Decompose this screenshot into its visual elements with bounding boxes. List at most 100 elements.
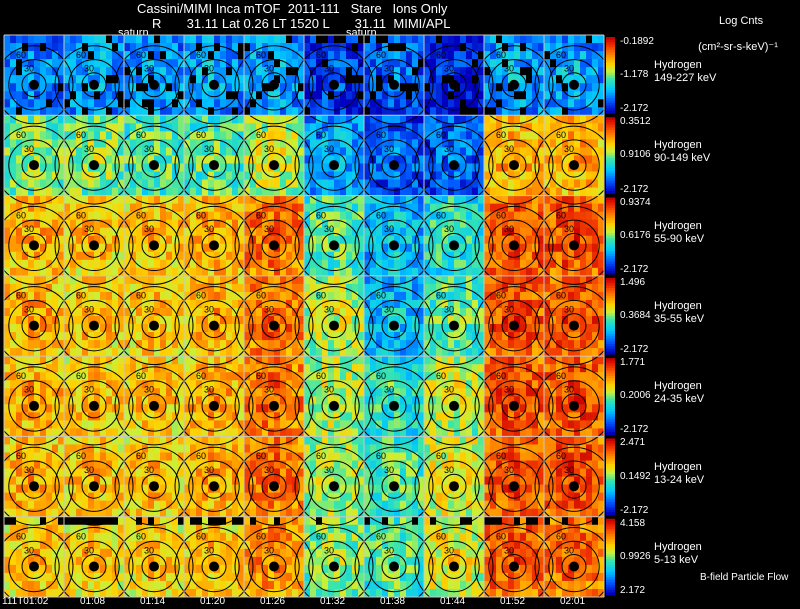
colorbar-tick-label: 0.6176 (620, 229, 651, 241)
colorbar-tick-label: 0.9374 (620, 196, 651, 208)
contour-label: 30 (204, 64, 214, 74)
contour-label: 60 (196, 371, 206, 381)
panel-cell (304, 516, 365, 598)
colorbar-tick-label: -1.178 (620, 69, 649, 81)
colorbar-tick-label: -2.172 (620, 263, 649, 275)
contour-label: 30 (324, 465, 334, 475)
contour-label: 30 (444, 304, 454, 314)
contour-label: 30 (384, 224, 394, 234)
colorbar-tick-label: 1.496 (620, 276, 646, 288)
chart-title: Cassini/MIMI Inca mTOF 2011-111 Stare Io… (137, 1, 448, 16)
panel-cell (364, 275, 425, 357)
colorbar-tick-label: -2.172 (620, 344, 649, 356)
time-tick-label: 01:20 (200, 596, 226, 607)
panel-cell (184, 35, 245, 116)
row-energy-range: 13-24 keV (654, 473, 705, 486)
contour-label: 60 (76, 291, 86, 301)
contour-label: 60 (136, 210, 146, 220)
panel-cell (64, 275, 125, 357)
contour-label: 30 (444, 64, 454, 74)
contour-label: 60 (256, 291, 266, 301)
contour-label: 60 (376, 451, 386, 461)
row-energy-range: 24-35 keV (654, 393, 705, 406)
colorbar (606, 358, 615, 435)
contour-label: 60 (76, 130, 86, 140)
panel-cell (4, 115, 65, 196)
panel-cell (544, 516, 605, 598)
panel-cell (4, 195, 65, 277)
contour-label: 60 (376, 291, 386, 301)
contour-label: 30 (144, 304, 154, 314)
contour-label: 30 (564, 304, 574, 314)
contour-label: 60 (136, 371, 146, 381)
contour-label: 30 (264, 64, 274, 74)
panel-cell (424, 115, 485, 196)
contour-label: 60 (376, 50, 386, 60)
contour-label: 60 (436, 130, 446, 140)
contour-label: 30 (324, 545, 334, 555)
contour-label: 30 (264, 545, 274, 555)
contour-label: 60 (136, 451, 146, 461)
panel-cell (184, 115, 245, 196)
contour-label: 60 (256, 531, 266, 541)
panel-cell (544, 195, 605, 277)
contour-label: 30 (204, 304, 214, 314)
colorbar-title-text: Log Cnts (719, 15, 764, 27)
panel-cell (304, 356, 365, 437)
colorbar (606, 277, 615, 355)
time-tick-label: 01:14 (140, 596, 166, 607)
contour-label: 60 (256, 50, 266, 60)
panel-cell (304, 195, 365, 277)
contour-label: 60 (136, 291, 146, 301)
contour-label: 60 (376, 371, 386, 381)
contour-label: 60 (496, 451, 506, 461)
row-species: Hydrogen (654, 380, 702, 393)
contour-label: 60 (136, 50, 146, 60)
panel-cell (4, 275, 65, 357)
row-energy-range: 90-149 keV (654, 152, 711, 165)
contour-label: 30 (564, 144, 574, 154)
panel-cell (124, 115, 185, 196)
panel-cell (544, 436, 605, 518)
colorbar-tick-label: 0.9926 (620, 550, 651, 562)
contour-label: 30 (84, 304, 94, 314)
panel-cell (184, 195, 245, 277)
contour-label: 60 (196, 451, 206, 461)
row-species: Hydrogen (654, 59, 702, 72)
colorbar-tick-label: -2.172 (620, 103, 649, 115)
panel-cell (184, 356, 245, 437)
contour-label: 30 (24, 465, 34, 475)
contour-label: 30 (384, 144, 394, 154)
colorbar (606, 518, 615, 596)
contour-label: 30 (204, 545, 214, 555)
contour-label: 60 (556, 50, 566, 60)
contour-label: 30 (504, 304, 514, 314)
contour-label: 60 (16, 451, 26, 461)
contour-label: 30 (384, 304, 394, 314)
contour-label: 60 (196, 50, 206, 60)
contour-label: 60 (496, 371, 506, 381)
contour-label: 60 (376, 130, 386, 140)
contour-label: 30 (144, 385, 154, 395)
contour-label: 30 (84, 545, 94, 555)
panel-cell (484, 275, 545, 357)
contour-label: 60 (16, 130, 26, 140)
row-species: Hydrogen (654, 460, 702, 473)
contour-label: 30 (24, 545, 34, 555)
panel-cell (304, 436, 365, 518)
contour-label: 30 (564, 385, 574, 395)
time-tick-label: 01:44 (440, 596, 466, 607)
contour-label: 30 (384, 545, 394, 555)
contour-label: 30 (264, 144, 274, 154)
contour-label: 60 (496, 531, 506, 541)
contour-label: 60 (316, 50, 326, 60)
row-energy-label: Hydrogen 5-13 keV (654, 541, 702, 567)
row-energy-range: 55-90 keV (654, 232, 705, 245)
contour-label: 30 (324, 224, 334, 234)
colorbar-tick-label: 0.9106 (620, 149, 651, 161)
time-tick-label: 01:08 (80, 596, 106, 607)
row-energy-label: Hydrogen 35-55 keV (654, 300, 704, 326)
panel-cell (244, 195, 305, 277)
panel-cell (364, 195, 425, 277)
panel-cell (184, 275, 245, 357)
